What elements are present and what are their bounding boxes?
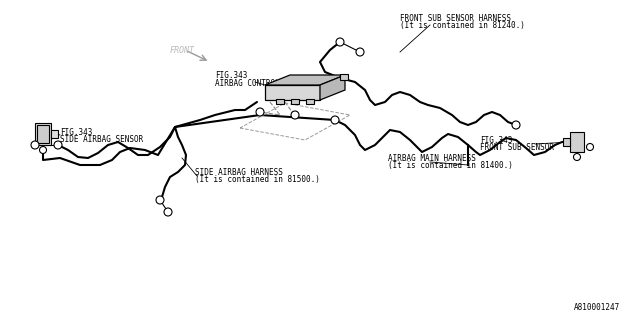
Bar	[306, 99, 314, 104]
Text: FIG.343: FIG.343	[480, 135, 513, 145]
Text: SIDE AIRBAG HARNESS: SIDE AIRBAG HARNESS	[195, 167, 283, 177]
Circle shape	[40, 147, 47, 154]
Text: FIG.343: FIG.343	[215, 71, 248, 80]
Text: (It is contained in 81500.): (It is contained in 81500.)	[195, 174, 320, 183]
Polygon shape	[265, 85, 320, 100]
Text: AIRBAG CONTROL UNIT: AIRBAG CONTROL UNIT	[215, 79, 303, 88]
Bar	[291, 99, 299, 104]
Polygon shape	[320, 75, 345, 100]
Text: (It is contained in 81240.): (It is contained in 81240.)	[400, 20, 525, 29]
Circle shape	[164, 208, 172, 216]
Circle shape	[512, 121, 520, 129]
Circle shape	[31, 141, 39, 149]
Circle shape	[331, 116, 339, 124]
Circle shape	[156, 196, 164, 204]
Circle shape	[54, 141, 62, 149]
Bar	[37, 125, 49, 143]
Circle shape	[256, 108, 264, 116]
Text: A810001247: A810001247	[573, 303, 620, 312]
Text: AIRBAG MAIN HARNESS: AIRBAG MAIN HARNESS	[388, 154, 476, 163]
Text: FRONT SUB SENSOR: FRONT SUB SENSOR	[480, 142, 554, 151]
Text: SIDE AIRBAG SENSOR: SIDE AIRBAG SENSOR	[60, 134, 143, 143]
Text: FRONT: FRONT	[170, 45, 195, 54]
Text: FIG.343: FIG.343	[60, 127, 92, 137]
Bar	[35, 123, 51, 145]
Circle shape	[291, 111, 299, 119]
Bar	[51, 130, 58, 138]
Text: FRONT SUB SENSOR HARNESS: FRONT SUB SENSOR HARNESS	[400, 13, 511, 22]
Bar	[570, 132, 584, 152]
Text: (It is contained in 81400.): (It is contained in 81400.)	[388, 161, 513, 170]
Bar	[276, 99, 284, 104]
Circle shape	[336, 38, 344, 46]
Bar	[563, 138, 570, 146]
Polygon shape	[265, 75, 345, 85]
Bar	[340, 74, 348, 80]
Circle shape	[586, 143, 593, 150]
Circle shape	[573, 154, 580, 161]
Circle shape	[356, 48, 364, 56]
